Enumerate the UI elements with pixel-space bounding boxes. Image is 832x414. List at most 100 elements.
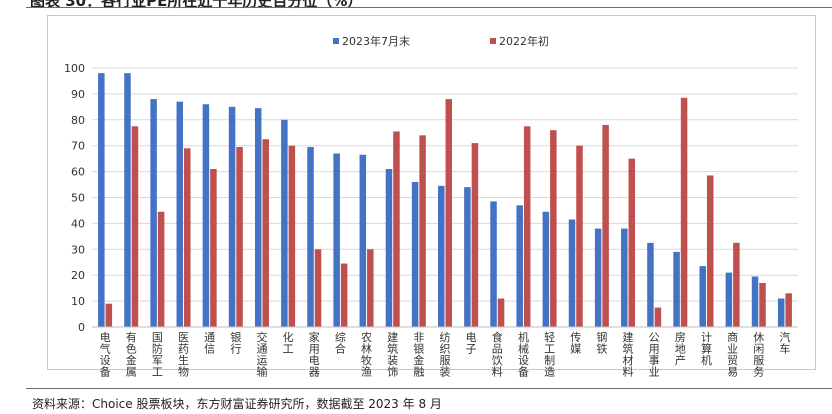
x-tick-label: 交通运输 bbox=[256, 330, 267, 379]
bar-series-1 bbox=[725, 272, 733, 327]
bar-series-2 bbox=[393, 131, 400, 327]
x-tick-label: 公用事业 bbox=[649, 331, 660, 379]
x-tick-label: 计算机 bbox=[701, 331, 712, 367]
bar-series-1 bbox=[254, 108, 262, 328]
bar-series-1 bbox=[699, 266, 706, 327]
legend-swatch bbox=[333, 38, 339, 44]
bar-series-2 bbox=[210, 169, 217, 327]
bar-series-1 bbox=[359, 154, 367, 327]
bar-series-1 bbox=[621, 228, 628, 327]
legend-swatch bbox=[490, 38, 496, 44]
y-tick-label: 80 bbox=[71, 114, 85, 127]
x-tick-label: 休闲服务 bbox=[753, 331, 764, 379]
x-tick-label: 轻工制造 bbox=[544, 330, 555, 379]
y-tick-label: 30 bbox=[71, 243, 85, 256]
legend-label: 2023年7月末 bbox=[342, 34, 410, 48]
bar-series-1 bbox=[542, 211, 550, 327]
x-tick-label: 银行 bbox=[230, 330, 241, 356]
bar-series-2 bbox=[445, 99, 452, 327]
y-tick-label: 40 bbox=[71, 217, 85, 230]
bar-series-2 bbox=[628, 158, 636, 327]
x-tick-label: 电子 bbox=[466, 331, 477, 356]
bar-series-1 bbox=[150, 99, 157, 327]
source-note: 资料来源：Choice 股票板块，东方财富证券研究所，数据截至 2023 年 8… bbox=[32, 397, 442, 411]
y-tick-label: 90 bbox=[71, 88, 85, 101]
bar-series-2 bbox=[340, 263, 348, 327]
x-tick-label: 汽车 bbox=[779, 330, 790, 356]
axes: 0 10 20 30 40 50 60 70 80 90 100 电气设备 有色金属 国防军工 医药生物 通信… bbox=[64, 62, 798, 379]
bar-series-2 bbox=[550, 130, 557, 327]
bar-series-1 bbox=[124, 73, 131, 328]
bar-series-2 bbox=[314, 249, 322, 327]
y-tick-label: 70 bbox=[71, 140, 85, 153]
bars bbox=[98, 73, 792, 328]
x-tick-label: 化工 bbox=[283, 330, 294, 356]
bar-series-1 bbox=[568, 219, 576, 327]
figure-title: 图表 30：各行业PE所在近十年历史百分位（%） bbox=[30, 0, 363, 10]
x-tick-label: 房地产 bbox=[675, 331, 686, 367]
x-tick-label: 家用电器 bbox=[309, 330, 320, 379]
y-tick-label: 10 bbox=[71, 295, 85, 308]
bar-series-1 bbox=[490, 201, 497, 327]
bar-series-1 bbox=[411, 181, 419, 327]
bar-series-2 bbox=[184, 148, 191, 327]
x-tick-label: 有色金属 bbox=[126, 330, 137, 379]
bar-series-2 bbox=[262, 139, 269, 327]
bar-series-2 bbox=[105, 303, 113, 327]
bar-series-1 bbox=[647, 242, 654, 327]
bar-series-2 bbox=[706, 175, 714, 327]
bar-series-1 bbox=[307, 146, 314, 327]
bar-series-2 bbox=[602, 124, 609, 327]
x-tick-label: 医药生物 bbox=[178, 331, 189, 379]
x-tick-label: 农林牧渔 bbox=[361, 330, 372, 379]
bar-series-2 bbox=[131, 126, 139, 328]
bar-series-1 bbox=[228, 106, 236, 327]
bar-series-1 bbox=[594, 228, 602, 327]
x-tick-label: 食品饮料 bbox=[492, 330, 503, 379]
legend: 2023年7月末 2022年初 bbox=[333, 34, 549, 48]
x-tick-label: 非银金融 bbox=[413, 331, 424, 379]
bar-series-2 bbox=[785, 293, 792, 327]
bar-series-2 bbox=[419, 135, 426, 327]
bar-series-1 bbox=[98, 73, 105, 328]
x-tick-label: 电气设备 bbox=[100, 331, 111, 379]
bar-series-2 bbox=[576, 145, 583, 327]
bar-series-2 bbox=[236, 146, 243, 327]
x-tick-label: 纺织服装 bbox=[440, 330, 451, 379]
bar-series-2 bbox=[367, 249, 374, 327]
bar-series-1 bbox=[176, 101, 184, 327]
bar-series-1 bbox=[777, 298, 785, 327]
bar-series-2 bbox=[288, 145, 296, 327]
bar-series-2 bbox=[759, 282, 766, 327]
bar-series-2 bbox=[157, 211, 165, 327]
x-tick-label: 机械设备 bbox=[518, 330, 529, 379]
x-tick-label: 商业贸易 bbox=[727, 330, 738, 379]
x-tick-label: 建筑装饰 bbox=[387, 330, 398, 379]
y-tick-label: 0 bbox=[78, 321, 85, 334]
bar-series-2 bbox=[680, 97, 688, 327]
grid-lines bbox=[92, 67, 798, 328]
bar-series-2 bbox=[654, 307, 662, 327]
bar-series-2 bbox=[497, 298, 505, 327]
y-tick-label: 60 bbox=[71, 166, 85, 179]
x-tick-label: 通信 bbox=[204, 331, 215, 356]
bar-series-1 bbox=[333, 153, 340, 327]
y-tick-label: 50 bbox=[71, 192, 85, 205]
bar-series-1 bbox=[202, 104, 210, 327]
bar-series-1 bbox=[751, 276, 759, 327]
y-tick-label: 100 bbox=[64, 62, 85, 75]
y-tick-label: 20 bbox=[71, 269, 85, 282]
x-tick-label: 传媒 bbox=[570, 331, 581, 356]
x-tick-label: 建筑材料 bbox=[623, 330, 634, 379]
bottom-rule bbox=[26, 388, 832, 389]
bar-series-2 bbox=[471, 143, 479, 327]
bar-series-1 bbox=[464, 187, 471, 327]
x-tick-label: 综合 bbox=[335, 330, 346, 356]
x-tick-label: 国防军工 bbox=[152, 331, 163, 379]
x-tick-label: 钢铁 bbox=[596, 331, 607, 356]
bar-series-2 bbox=[733, 242, 740, 327]
top-rule bbox=[26, 7, 832, 8]
bar-series-1 bbox=[673, 251, 680, 327]
chart-frame bbox=[47, 15, 816, 370]
